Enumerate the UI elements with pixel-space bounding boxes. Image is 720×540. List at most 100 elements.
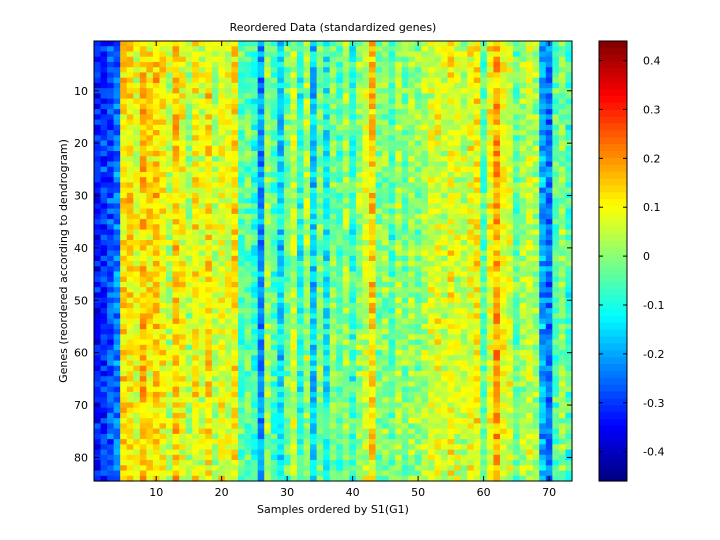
- heatmap-cell: [290, 61, 298, 68]
- heatmap-cell: [310, 433, 318, 440]
- heatmap-cell: [454, 334, 462, 341]
- heatmap-cell: [336, 229, 344, 236]
- heatmap-cell: [401, 271, 409, 278]
- heatmap-cell: [172, 103, 180, 110]
- heatmap-cell: [290, 418, 298, 424]
- heatmap-cell: [94, 82, 102, 89]
- heatmap-cell: [120, 475, 128, 482]
- heatmap-cell: [172, 171, 180, 178]
- heatmap-cell: [172, 145, 180, 152]
- heatmap-cell: [395, 423, 403, 430]
- heatmap-cell: [460, 460, 468, 466]
- heatmap-cell: [264, 41, 272, 47]
- heatmap-cell: [283, 177, 292, 184]
- heatmap-cell: [427, 261, 436, 267]
- heatmap-cell: [336, 339, 344, 346]
- heatmap-cell: [382, 103, 390, 110]
- heatmap-cell: [198, 329, 206, 335]
- heatmap-cell: [257, 135, 265, 142]
- heatmap-cell: [139, 151, 147, 157]
- heatmap-cell: [447, 219, 455, 225]
- heatmap-cell: [454, 412, 462, 419]
- heatmap-cell: [408, 88, 416, 94]
- heatmap-cell: [369, 460, 377, 466]
- heatmap-cell: [414, 240, 422, 246]
- heatmap-cell: [205, 198, 213, 204]
- heatmap-cell: [231, 371, 239, 377]
- heatmap-cell: [205, 61, 213, 68]
- heatmap-cell: [185, 261, 193, 267]
- heatmap-cell: [369, 203, 377, 210]
- heatmap-cell: [257, 397, 265, 404]
- heatmap-cell: [139, 77, 147, 84]
- heatmap-cell: [323, 240, 331, 246]
- heatmap-cell: [264, 98, 272, 105]
- heatmap-cell: [421, 329, 429, 335]
- heatmap-cell: [166, 98, 174, 105]
- heatmap-cell: [467, 109, 475, 115]
- heatmap-cell: [152, 72, 161, 79]
- heatmap-cell: [205, 140, 213, 147]
- heatmap-cell: [139, 334, 147, 341]
- heatmap-cell: [198, 297, 206, 304]
- heatmap-cell: [316, 460, 324, 466]
- heatmap-cell: [120, 318, 128, 325]
- heatmap-cell: [408, 391, 416, 398]
- heatmap-cell: [375, 198, 383, 204]
- heatmap-cell: [100, 67, 108, 74]
- heatmap-cell: [270, 449, 278, 456]
- heatmap-cell: [310, 151, 318, 157]
- heatmap-cell: [355, 433, 364, 440]
- heatmap-cell: [152, 93, 161, 100]
- heatmap-cell: [316, 281, 324, 288]
- heatmap-cell: [362, 397, 370, 404]
- heatmap-cell: [244, 313, 252, 320]
- heatmap-cell: [113, 82, 121, 89]
- heatmap-cell: [185, 313, 193, 320]
- heatmap-cell: [310, 339, 318, 346]
- heatmap-cell: [414, 93, 422, 100]
- heatmap-cell: [166, 271, 174, 278]
- heatmap-cell: [238, 329, 246, 335]
- heatmap-cell: [283, 261, 292, 267]
- heatmap-cell: [401, 428, 409, 435]
- heatmap-cell: [316, 124, 324, 131]
- heatmap-cell: [185, 245, 193, 252]
- heatmap-cell: [133, 151, 141, 157]
- heatmap-cell: [401, 444, 409, 451]
- heatmap-cell: [316, 109, 324, 115]
- heatmap-cell: [139, 412, 147, 419]
- heatmap-cell: [480, 213, 488, 220]
- heatmap-cell: [460, 198, 468, 204]
- heatmap-cell: [100, 470, 108, 477]
- heatmap-cell: [107, 397, 115, 404]
- heatmap-cell: [290, 391, 298, 398]
- heatmap-cell: [414, 365, 422, 372]
- heatmap-cell: [224, 460, 233, 466]
- heatmap-cell: [152, 213, 161, 220]
- heatmap-cell: [460, 287, 468, 294]
- heatmap-cell: [120, 72, 128, 79]
- heatmap-cell: [414, 135, 422, 142]
- heatmap-cell: [316, 98, 324, 105]
- heatmap-cell: [303, 224, 311, 231]
- heatmap-cell: [100, 151, 108, 157]
- heatmap-cell: [139, 460, 147, 466]
- heatmap-cell: [362, 255, 370, 262]
- heatmap-cell: [185, 72, 193, 79]
- heatmap-cell: [454, 151, 462, 157]
- heatmap-cell: [421, 428, 429, 435]
- heatmap-cell: [375, 418, 383, 424]
- heatmap-cell: [264, 271, 272, 278]
- heatmap-cell: [414, 187, 422, 194]
- heatmap-cell: [211, 98, 220, 105]
- heatmap-cell: [205, 119, 213, 126]
- heatmap-cell: [336, 418, 344, 424]
- heatmap-cell: [460, 313, 468, 320]
- heatmap-cell: [152, 355, 161, 362]
- heatmap-cell: [355, 376, 364, 383]
- heatmap-cell: [349, 386, 357, 393]
- heatmap-cell: [185, 297, 193, 304]
- heatmap-cell: [316, 454, 324, 461]
- heatmap-cell: [296, 41, 305, 47]
